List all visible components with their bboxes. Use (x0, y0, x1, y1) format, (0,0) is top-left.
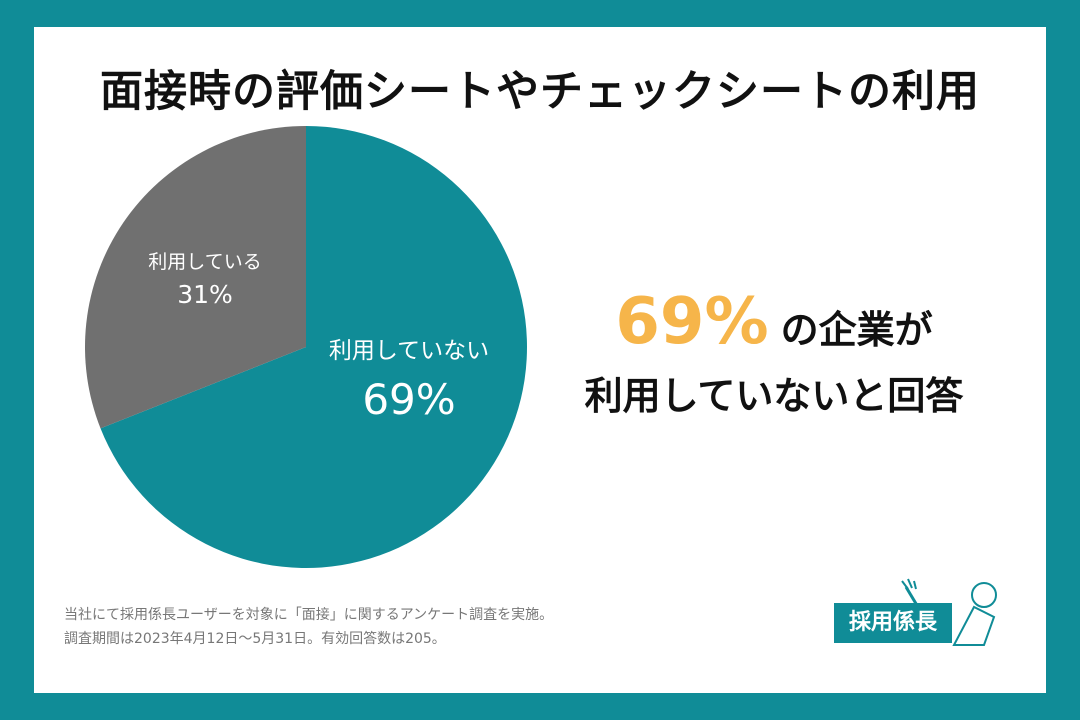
headline-suffix: の企業が (780, 308, 933, 352)
infographic-card: 面接時の評価シートやチェックシートの利用 利用している 31% 利用していない … (34, 27, 1046, 693)
brand-logo: 採用係長 (834, 567, 1014, 647)
slice-label-used: 利用している (148, 251, 262, 273)
pie-slice-used (84, 126, 307, 429)
pie-slice-not-used (100, 126, 527, 568)
pie-chart (84, 126, 527, 568)
survey-note-line2: 調査期間は2023年4月12日〜5月31日。有効回答数は205。 (64, 631, 446, 647)
headline-line2: 利用していないと回答 (584, 374, 964, 418)
slice-label-not-used: 利用していない (328, 338, 490, 364)
slice-value-not-used: 69% (362, 375, 456, 424)
logo-text: 採用係長 (834, 603, 952, 643)
survey-note-line1: 当社にて採用係長ユーザーを対象に「面接」に関するアンケート調査を実施。 (64, 607, 554, 623)
slice-value-used: 31% (177, 280, 233, 309)
page-title: 面接時の評価シートやチェックシートの利用 (100, 67, 980, 117)
survey-note: 当社にて採用係長ユーザーを対象に「面接」に関するアンケート調査を実施。 調査期間… (64, 603, 553, 651)
mascot-icon (901, 578, 997, 646)
headline: 69% の企業が 利用していないと回答 (534, 285, 1014, 420)
headline-percent: 69% (615, 285, 769, 359)
